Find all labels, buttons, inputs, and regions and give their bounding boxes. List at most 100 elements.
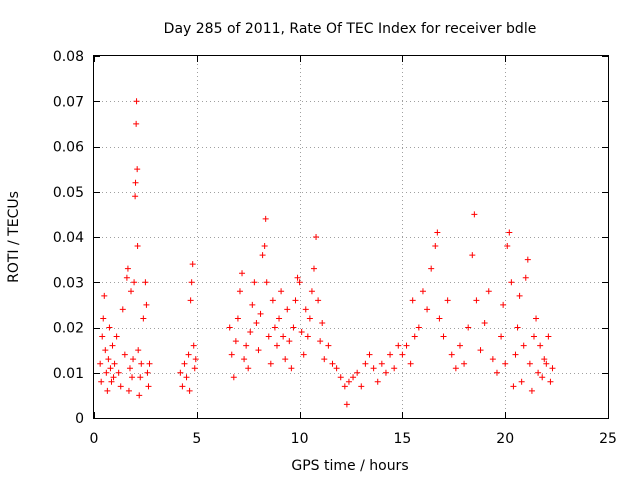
- data-point: [440, 333, 447, 340]
- data-point: [255, 347, 262, 354]
- data-point: [121, 351, 128, 358]
- data-point: [319, 319, 326, 326]
- data-point: [541, 356, 548, 363]
- data-point: [267, 360, 274, 367]
- data-point: [243, 342, 250, 349]
- data-point: [469, 252, 476, 259]
- data-point: [136, 392, 143, 399]
- data-point: [471, 211, 478, 218]
- data-point: [304, 333, 311, 340]
- data-point: [97, 360, 104, 367]
- data-point: [337, 374, 344, 381]
- y-axis-label: ROTI / TECUs: [6, 191, 22, 283]
- data-point: [290, 324, 297, 331]
- data-point: [500, 301, 507, 308]
- data-point: [535, 369, 542, 376]
- data-point: [110, 374, 117, 381]
- data-point: [179, 383, 186, 390]
- data-point: [395, 342, 402, 349]
- data-point: [132, 193, 139, 200]
- data-point: [282, 356, 289, 363]
- data-point: [419, 288, 426, 295]
- data-point: [119, 306, 126, 313]
- data-point: [354, 369, 361, 376]
- y-tick-label: 0.06: [53, 140, 84, 156]
- data-point: [185, 351, 192, 358]
- data-point: [358, 383, 365, 390]
- y-tick-label: 0.04: [53, 230, 84, 246]
- data-point: [539, 374, 546, 381]
- data-point: [504, 243, 511, 250]
- data-point: [522, 274, 529, 281]
- data-point: [284, 306, 291, 313]
- data-point: [409, 297, 416, 304]
- data-point: [134, 243, 141, 250]
- data-point: [292, 297, 299, 304]
- data-point: [190, 342, 197, 349]
- data-point: [261, 243, 268, 250]
- data-point: [308, 288, 315, 295]
- data-point: [125, 387, 132, 394]
- data-point: [117, 383, 124, 390]
- data-point: [461, 360, 468, 367]
- data-point: [183, 374, 190, 381]
- data-point: [341, 383, 348, 390]
- data-point: [245, 365, 252, 372]
- data-point: [485, 288, 492, 295]
- data-point: [411, 333, 418, 340]
- data-point: [518, 378, 525, 385]
- x-tick-label: 0: [90, 431, 99, 447]
- data-point: [321, 356, 328, 363]
- x-tick-label: 5: [192, 431, 201, 447]
- data-point: [374, 378, 381, 385]
- data-point: [129, 374, 136, 381]
- data-point: [456, 342, 463, 349]
- data-point: [452, 365, 459, 372]
- data-point: [228, 351, 235, 358]
- data-point: [123, 274, 130, 281]
- data-point: [502, 360, 509, 367]
- data-point: [537, 342, 544, 349]
- x-tick-label: 10: [291, 431, 309, 447]
- data-point: [132, 179, 139, 186]
- data-point: [325, 342, 332, 349]
- data-point: [329, 360, 336, 367]
- data-point: [188, 279, 195, 286]
- data-point: [105, 356, 112, 363]
- data-point: [269, 297, 276, 304]
- data-point: [313, 234, 320, 240]
- data-point: [133, 120, 140, 127]
- y-tick-label: 0.01: [53, 366, 84, 382]
- data-point: [528, 387, 535, 394]
- data-point: [109, 342, 116, 349]
- data-point: [276, 315, 283, 322]
- data-point: [465, 324, 472, 331]
- data-point: [101, 292, 108, 299]
- data-point: [186, 387, 193, 394]
- data-point: [448, 351, 455, 358]
- data-point: [286, 338, 293, 345]
- data-point: [362, 360, 369, 367]
- data-point: [106, 324, 113, 331]
- data-point: [489, 356, 496, 363]
- data-point: [251, 279, 258, 286]
- data-point: [294, 274, 301, 281]
- data-point: [271, 324, 278, 331]
- data-point: [131, 279, 138, 286]
- data-points: [97, 98, 556, 408]
- data-point: [124, 265, 131, 272]
- data-point: [278, 288, 285, 295]
- data-point: [524, 256, 531, 263]
- data-point: [382, 369, 389, 376]
- data-point: [145, 383, 152, 390]
- grid: [94, 56, 608, 418]
- data-point: [508, 279, 515, 286]
- data-point: [103, 369, 110, 376]
- data-point: [310, 265, 317, 272]
- chart-title: Day 285 of 2011, Rate Of TEC Index for r…: [164, 21, 537, 37]
- data-point: [247, 329, 254, 336]
- data-point: [526, 360, 533, 367]
- y-tick-label: 0.03: [53, 275, 84, 291]
- data-point: [415, 324, 422, 331]
